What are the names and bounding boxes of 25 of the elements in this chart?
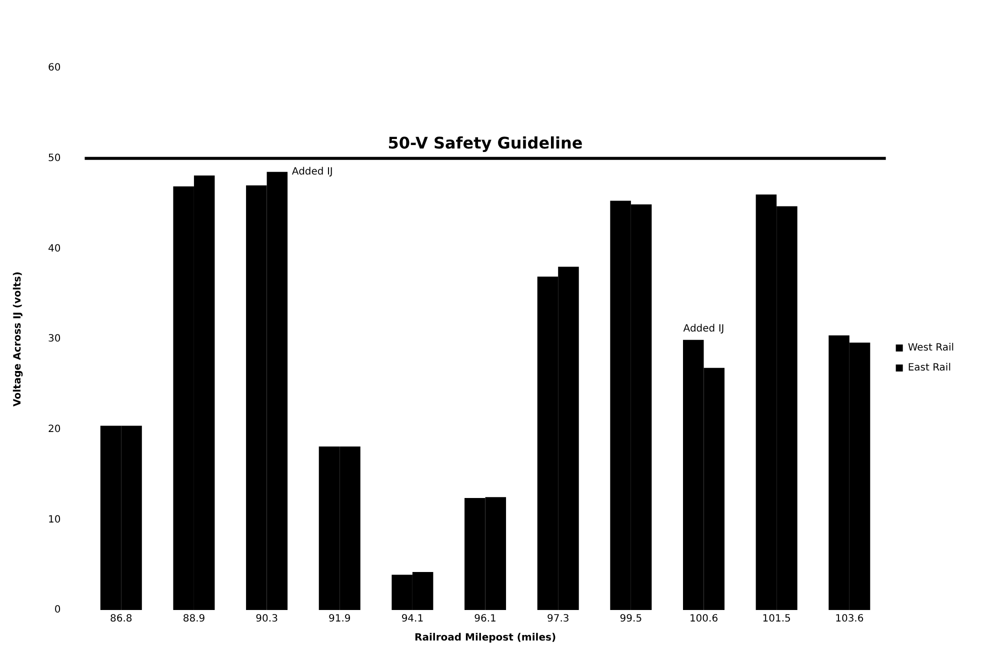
ref-line-label: 50-V Safety Guideline	[388, 133, 583, 152]
x-tick-label: 96.1	[474, 614, 496, 625]
y-tick-label: 50	[48, 152, 61, 164]
x-tick-label: 94.1	[401, 614, 424, 625]
y-tick-label: 60	[48, 62, 61, 74]
x-tick-label: 86.8	[110, 614, 132, 625]
y-tick-label: 20	[48, 424, 61, 435]
y-tick-label: 40	[48, 243, 61, 254]
x-tick-label: 90.3	[256, 614, 278, 625]
y-tick-label: 10	[48, 514, 61, 526]
y-tick-label: 0	[54, 604, 61, 616]
legend-label: West Rail	[908, 342, 954, 354]
annotation: Added IJ	[683, 323, 724, 334]
x-tick-label: 100.6	[689, 614, 718, 625]
x-tick-label: 91.9	[328, 614, 351, 625]
y-tick-label: 30	[48, 334, 61, 345]
x-tick-label: 101.5	[762, 614, 791, 625]
x-tick-label: 103.6	[835, 614, 864, 625]
legend-label: East Rail	[908, 362, 951, 374]
annotation: Added IJ	[292, 166, 333, 178]
x-axis-title: Railroad Milepost (miles)	[414, 632, 556, 644]
y-axis-title: Voltage Across IJ (volts)	[12, 272, 24, 406]
x-tick-label: 88.9	[182, 614, 206, 625]
x-tick-label: 99.5	[620, 614, 642, 625]
x-tick-label: 97.3	[546, 614, 570, 625]
